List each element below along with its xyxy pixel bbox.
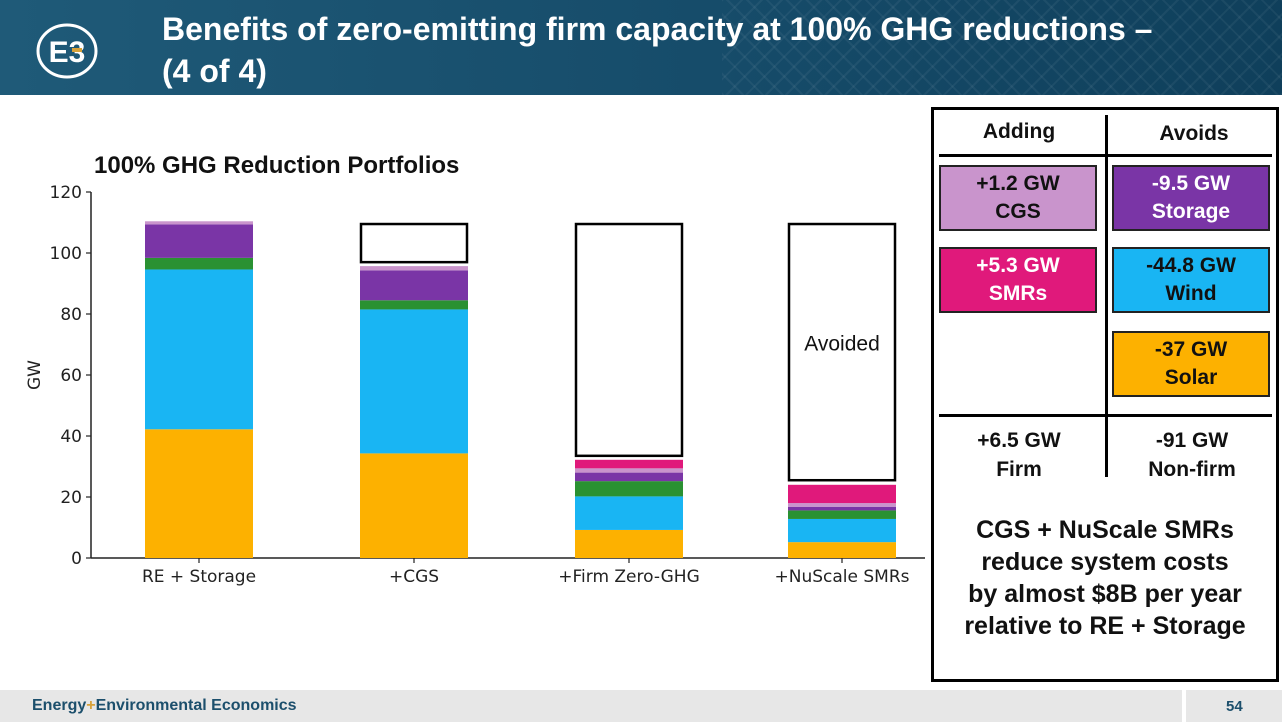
x-tick-label: +CGS [389,567,439,587]
bar-segment-solar [145,429,253,558]
adding-cgs-label: CGS [995,200,1041,223]
bar-segment-wind [575,496,683,530]
bar-segment-cgs [145,221,253,225]
footer-brand-plus: + [86,697,96,714]
summary-line-3: by almost $8B per year [968,580,1242,608]
bar-segment-solar [575,529,683,558]
header-pattern [722,0,1282,95]
adding-cgs-box: +1.2 GW CGS [939,165,1097,231]
e3-logo-icon: E3 [36,23,98,79]
summary-panel: Adding Avoids +1.2 GW CGS +5.3 GW SMRs -… [931,107,1279,682]
y-tick-label: 40 [60,427,82,447]
avoids-wind-label: Wind [1165,282,1217,305]
panel-divider-vertical [1105,115,1108,477]
total-avoids-value: -91 GW [1155,429,1229,452]
y-tick-label: 120 [50,183,82,203]
total-adding-value: +6.5 GW [977,429,1061,452]
footer-separator [1182,690,1186,722]
y-tick-label: 100 [50,244,82,264]
slide-footer: Energy+Environmental Economics 54 [0,690,1282,722]
y-tick-label: 0 [71,549,82,569]
bar-segment-cgs [788,503,896,507]
bar-segment-firm [575,481,683,497]
avoids-header: Avoids [1159,122,1229,145]
chart-title: 100% GHG Reduction Portfolios [94,152,460,179]
x-tick-label: RE + Storage [142,567,256,587]
summary-line-4: relative to RE + Storage [964,612,1246,640]
adding-cgs-value: +1.2 GW [976,172,1060,195]
avoids-solar-label: Solar [1164,366,1218,389]
total-adding: +6.5 GW Firm [944,426,1094,484]
bar-segment-storage [360,270,468,301]
bar-segment-solar [788,542,896,558]
total-avoids: -91 GW Non-firm [1112,426,1272,484]
bar-segment-wind [788,518,896,543]
adding-smr-label: SMRs [988,282,1048,305]
page-number: 54 [1226,698,1243,715]
avoided-annotation: Avoided [804,333,880,356]
cost-summary: CGS + NuScale SMRs reduce system costs b… [940,514,1270,642]
y-tick-label: 80 [60,305,82,325]
y-axis-label: GW [25,360,45,390]
avoided-capacity-box [359,222,469,264]
bar-segment-firm [145,257,253,270]
y-tick-label: 60 [60,366,82,386]
avoids-storage-value: -9.5 GW [1151,172,1231,195]
bar-segment-wind [360,309,468,454]
x-tick-label: +Firm Zero-GHG [558,567,700,587]
bar-segment-storage [145,224,253,258]
avoids-wind-value: -44.8 GW [1146,254,1236,277]
avoids-wind-box: -44.8 GW Wind [1112,247,1270,313]
bar-segment-cgs [575,468,683,473]
adding-smr-value: +5.3 GW [976,254,1060,277]
footer-brand-right: Environmental Economics [95,697,297,714]
bar-segment-solar [360,453,468,558]
bar-segment-firm [788,510,896,519]
bar-segment-storage [575,472,683,482]
summary-line-1: CGS + NuScale SMRs [976,516,1234,544]
avoided-capacity-box [787,222,897,482]
avoids-storage-label: Storage [1151,200,1231,223]
footer-brand: Energy+Environmental Economics [32,697,297,715]
stacked-bar-chart: 0 20 40 60 80 100 120 GW RE + Storage +CGS +Firm Z… [25,183,925,587]
footer-brand-left: Energy [32,697,87,714]
summary-line-2: reduce system costs [981,548,1229,576]
bar-segment-firm [360,300,468,310]
total-adding-label: Firm [996,458,1042,481]
bar-segment-cgs [360,266,468,271]
bar-segment-wind [145,269,253,430]
avoids-storage-box: -9.5 GW Storage [1112,165,1270,231]
bar-segment-smrs [788,484,896,504]
svg-text:E3: E3 [49,36,86,69]
y-tick-label: 20 [60,488,82,508]
x-tick-label: +NuScale SMRs [774,567,909,587]
bar-segment-smrs [575,459,683,469]
avoided-capacity-box [574,222,684,458]
adding-smr-box: +5.3 GW SMRs [939,247,1097,313]
avoids-solar-value: -37 GW [1154,338,1228,361]
total-avoids-label: Non-firm [1148,458,1236,481]
bar-segment-storage [788,506,896,511]
panel-divider-middle [939,414,1272,417]
avoids-solar-box: -37 GW Solar [1112,331,1270,397]
slide-title: Benefits of zero-emitting firm capacity … [162,11,1153,89]
slide-header: E3 Benefits of zero-emitting firm capaci… [0,0,1282,95]
adding-header: Adding [982,120,1056,143]
